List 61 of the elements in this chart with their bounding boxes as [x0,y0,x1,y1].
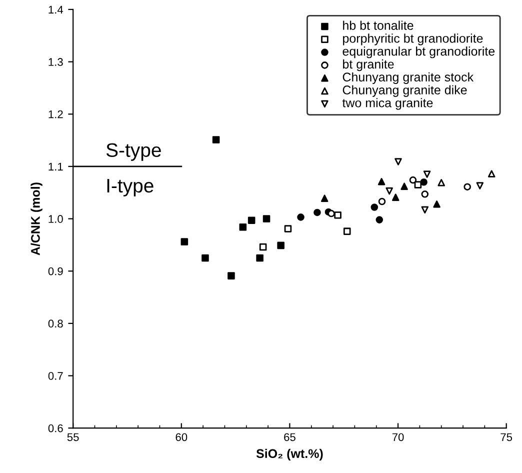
y-tick-label: 0.9 [48,267,63,276]
point [376,216,384,224]
point [202,254,209,262]
point [180,238,188,246]
point [464,183,471,190]
point [314,208,321,216]
legend-label: bt granite [343,59,394,72]
x-tick-label: 60 [176,433,188,442]
y-tick-label: 1.0 [48,215,63,223]
x-tick-label: 70 [392,433,404,442]
x-tick-label: 75 [500,433,512,442]
y-tick-label: 0.8 [48,320,63,328]
point [248,216,256,224]
point [228,272,235,280]
x-tick-label: 65 [284,433,296,442]
point [409,176,417,184]
point [414,181,422,188]
y-tick-label: 0.6 [48,424,63,432]
point [378,178,386,186]
y-tick-label: 1.4 [48,6,64,14]
point [400,182,408,190]
point [423,170,431,178]
point [343,228,351,235]
legend-label: Chunyang granite stock [342,72,474,84]
y-tick-label: 1.1 [48,162,63,170]
point [488,170,496,178]
point [256,254,264,262]
point [370,204,378,211]
point [297,214,304,221]
point [476,182,484,190]
legend-label: porphyritic bt granodiorite [343,34,483,46]
point [239,223,247,231]
point [421,206,429,214]
point [392,194,400,201]
legend-label: equigranular bt granodiorite [342,46,495,58]
annotation: I-type [107,179,154,196]
point [284,225,292,232]
point [277,242,284,250]
legend-label: hb bt tonalite [343,20,414,30]
point [259,243,267,251]
point [420,178,428,186]
point [433,200,440,208]
legend-label: Chunyang granite dike [342,85,467,97]
point [438,179,445,186]
point [378,198,386,206]
y-tick-label: 1.3 [48,58,63,66]
x-tick-label: 55 [67,433,79,442]
point [386,187,393,195]
point [212,136,220,144]
point [320,194,328,202]
legend-label: two mica granite [342,98,433,110]
point [334,211,342,219]
y-axis-title: A/CNK (mol) [30,182,42,256]
point [421,190,429,198]
point [328,210,335,218]
y-tick-label: 0.7 [48,372,63,380]
x-axis-title: SiO₂ (wt.%) [256,448,323,460]
y-tick-label: 1.2 [48,110,63,118]
annotation: S-type [106,143,161,161]
point [394,158,402,166]
point [262,215,270,222]
